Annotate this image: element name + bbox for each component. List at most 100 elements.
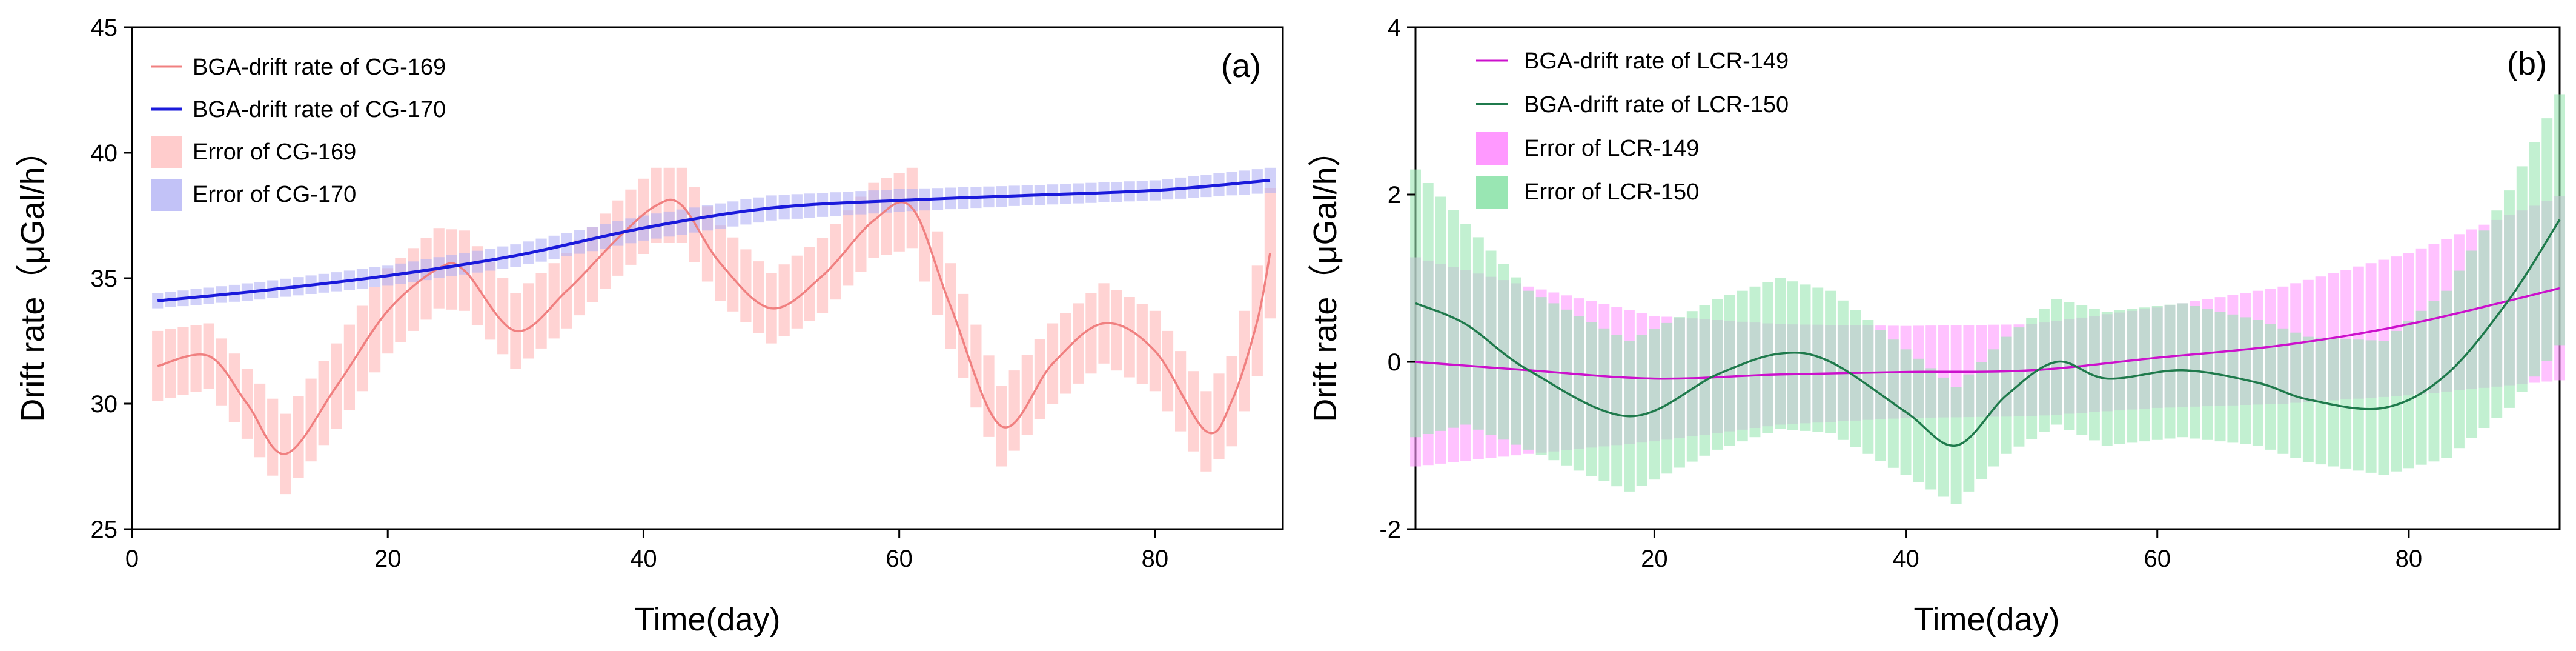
error-bar-b-s1 [1686,311,1698,462]
error-bar-a-s0 [753,261,764,333]
legend-b-label-3: Error of LCR-150 [1524,179,1699,205]
error-bar-a-s0 [369,287,381,373]
xtick-label-a: 60 [886,546,913,572]
error-bar-a-s0 [1008,370,1020,451]
legend-a-label-1: BGA-drift rate of CG-170 [193,97,446,122]
chart-b-legend: BGA-drift rate of LCR-149 BGA-drift rate… [1476,48,1789,209]
error-bar-a-s0 [1239,310,1250,412]
legend-b-label-2: Error of LCR-149 [1524,136,1699,161]
ytick-label-a: 40 [91,140,118,167]
error-bar-b-s1 [2391,330,2402,472]
error-bar-b-s1 [1586,322,1597,476]
error-bar-a-s0 [1060,313,1071,394]
chart-a: 0 20 40 60 80 25 30 35 40 45 BGA-drift rate of CG… [15,15,1284,638]
xtick-label-a: 80 [1142,546,1169,572]
error-bar-b-s1 [2202,309,2213,440]
chart-b-ticks: 20 40 60 80 -2 0 2 4 [1379,15,2422,572]
error-bar-a-s0 [881,178,892,255]
chart-a-ticks: 0 20 40 60 80 25 30 35 40 45 [91,15,1169,572]
legend-a-label-0: BGA-drift rate of CG-169 [193,55,446,80]
error-bar-b-s1 [2491,210,2503,418]
error-bar-a-s0 [485,262,496,340]
xtick-label-a: 40 [630,546,657,572]
error-bar-a-s0 [228,353,240,422]
error-bar-b-s1 [2340,339,2352,469]
error-bar-a-s0 [1136,304,1148,384]
ytick-label-b: -2 [1379,516,1401,543]
error-bar-b-s1 [2214,312,2226,442]
legend-a-swatch-3 [151,179,182,211]
series-line-a-1 [157,179,1271,302]
chart-a-legend: BGA-drift rate of CG-169 BGA-drift rate … [151,55,446,211]
error-bar-b-s1 [2089,309,2100,441]
error-bar-b-s1 [2554,94,2565,346]
series-line-a-0 [157,198,1271,455]
error-bar-b-s1 [1649,329,1660,480]
error-bar-b-s1 [2365,340,2377,473]
legend-a-label-3: Error of CG-170 [193,182,356,207]
chart-a-lines [157,179,1271,455]
error-bar-a-s0 [548,263,560,339]
error-bar-a-s0 [523,283,534,359]
error-bar-b-s1 [1548,303,1560,461]
error-bar-a-s0 [958,293,969,378]
error-bar-a-s0 [497,278,509,355]
error-bar-a-s0 [1111,290,1122,371]
error-bar-b-s1 [1498,264,1509,440]
error-bar-a-s0 [1188,371,1199,452]
error-bar-a-s0 [318,361,329,446]
chart-b: 20 40 60 80 -2 0 2 4 BGA-drift rate of LCR-149 … [1307,15,2565,638]
error-bar-a-s0 [983,355,995,437]
error-bar-b-s1 [1435,196,1446,431]
error-bar-a-s0 [1124,297,1135,378]
ytick-label-a: 25 [91,516,118,543]
legend-b-swatch-3 [1476,176,1508,209]
chart-b-ylabel: Drift rate（μGal/h） [1307,134,1343,422]
ytick-label-a: 35 [91,265,118,292]
error-bar-a-s0 [804,247,815,321]
error-bar-b-s1 [2466,250,2477,438]
error-bar-b-s1 [1511,277,1521,445]
error-bar-b-s1 [2403,321,2414,469]
error-bar-b-s1 [1850,310,1861,447]
chart-a-xlabel: Time(day) [634,601,780,638]
error-bar-b-s1 [1448,210,1459,428]
error-bar-b-s1 [2328,338,2339,467]
error-bar-b-s1 [1913,358,1924,482]
error-bar-b-s1 [1762,282,1773,433]
error-bar-a-s0 [305,378,317,462]
error-bar-b-s1 [1749,286,1761,438]
error-bar-b-s1 [2353,339,2364,471]
error-bar-a-s0 [893,173,905,252]
error-bar-b-s1 [2026,318,2038,439]
error-bar-a-s0 [1034,339,1045,419]
error-bar-b-s1 [2064,302,2075,430]
ytick-label-a: 45 [91,15,118,41]
chart-b-xlabel: Time(day) [1913,601,2059,638]
error-bar-b-s1 [1976,362,1987,479]
legend-b-swatch-2 [1476,132,1508,165]
error-bar-a-s0 [1021,355,1033,435]
chart-b-lines [1415,219,2561,447]
error-bar-b-s1 [1561,309,1572,466]
chart-a-ylabel: Drift rate（μGal/h） [15,134,51,422]
error-bar-a-s0 [177,327,189,395]
error-bar-b-s1 [1800,284,1811,431]
error-bar-b-s1 [2428,301,2440,462]
error-bar-a-s0 [919,199,930,282]
xtick-label-b: 60 [2144,546,2171,572]
error-bar-a-s0 [1073,303,1084,384]
error-bar-a-s0 [740,249,752,322]
error-bar-b-s1 [2478,230,2490,428]
error-bar-b-s1 [1963,374,1975,492]
chart-b-panel-label: (b) [2507,45,2547,82]
error-bar-b-s1 [1611,335,1623,487]
error-bar-a-s0 [1162,330,1174,412]
error-bar-a-s0 [1085,293,1097,374]
ytick-label-a: 30 [91,391,118,418]
error-bar-b-s1 [1837,300,1849,440]
error-bar-b-s1 [1925,368,1937,490]
error-bar-b-s1 [1938,377,1949,497]
error-bar-a-s0 [165,329,176,398]
